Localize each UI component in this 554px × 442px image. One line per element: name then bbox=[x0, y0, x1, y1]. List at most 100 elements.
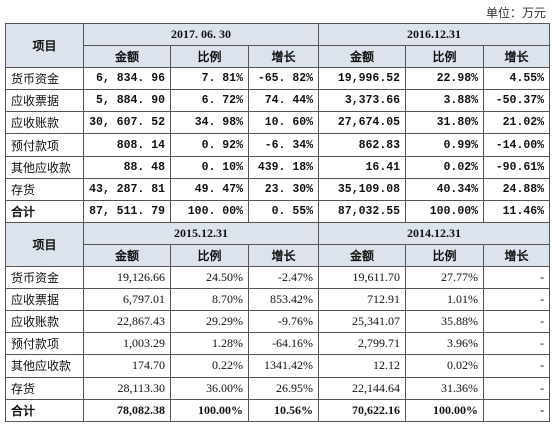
row-label: 预付款项 bbox=[5, 332, 84, 356]
row-label: 货币资金 bbox=[5, 67, 84, 91]
value-cell: 853.42% bbox=[247, 288, 320, 312]
column-header: 增长 bbox=[247, 243, 320, 268]
header-row: 项目 2015.12.31 2014.12.31 bbox=[5, 221, 551, 268]
value-cell: 87,032.55 bbox=[318, 199, 407, 223]
value-cell: 26.95% bbox=[247, 376, 320, 400]
value-cell: 12.12 bbox=[318, 354, 407, 378]
period-header: 2014.12.31 bbox=[318, 221, 551, 245]
data-row: 预付款项 1,003.29 1.28% -64.16% 2,799.71 3.96% - bbox=[5, 332, 551, 356]
row-label: 合计 bbox=[5, 398, 84, 422]
row-label: 合计 bbox=[5, 199, 84, 223]
value-cell: 8.70% bbox=[170, 288, 249, 312]
value-cell: - bbox=[483, 376, 551, 400]
value-cell: 40.34% bbox=[405, 177, 485, 201]
row-label: 应收账款 bbox=[5, 111, 84, 135]
value-cell: 10.56% bbox=[247, 398, 320, 422]
unit-label: 单位：万元 bbox=[485, 6, 546, 20]
value-cell: 22.98% bbox=[405, 67, 485, 91]
value-cell: 24.88% bbox=[483, 177, 551, 201]
value-cell: 87, 511. 79 bbox=[83, 199, 171, 223]
value-cell: 174.70 bbox=[83, 354, 171, 378]
column-header: 金额 bbox=[83, 243, 171, 268]
value-cell: 27.77% bbox=[405, 266, 485, 290]
data-row: 货币资金 6, 834. 96 7. 81% -65. 82% 19,996.52 22.… bbox=[5, 67, 551, 91]
value-cell: 0.02% bbox=[405, 155, 485, 179]
value-cell: 0.22% bbox=[170, 354, 249, 378]
column-header: 比例 bbox=[170, 243, 249, 268]
value-cell: 29.29% bbox=[170, 310, 249, 334]
value-cell: 23. 30% bbox=[247, 177, 320, 201]
value-cell: 100. 00% bbox=[170, 199, 249, 223]
value-cell: 28,113.30 bbox=[83, 376, 171, 400]
value-cell: 19,126.66 bbox=[83, 266, 171, 290]
value-cell: 88. 48 bbox=[83, 155, 171, 179]
value-cell: 1.01% bbox=[405, 288, 485, 312]
period-header: 2015.12.31 bbox=[82, 221, 320, 245]
period-header: 2017. 06. 30 bbox=[82, 22, 320, 47]
value-cell: 24.50% bbox=[170, 266, 249, 290]
value-cell: 1,003.29 bbox=[83, 332, 171, 356]
data-row: 应收账款 30, 607. 52 34. 98% 10. 60% 27,674.05 31… bbox=[5, 111, 551, 135]
data-row: 货币资金 19,126.66 24.50% -2.47% 19,611.70 27.77%… bbox=[5, 266, 551, 290]
value-cell: -50.37% bbox=[483, 89, 551, 113]
value-cell: 3.96% bbox=[405, 332, 485, 356]
column-header: 增长 bbox=[483, 243, 551, 268]
value-cell: 34. 98% bbox=[170, 111, 249, 135]
value-cell: 43, 287. 81 bbox=[83, 177, 171, 201]
value-cell: 712.91 bbox=[318, 288, 407, 312]
value-cell: 19,611.70 bbox=[318, 266, 407, 290]
value-cell: 1341.42% bbox=[247, 354, 320, 378]
table-section: 项目 2017. 06. 30 2016.12.31 金额 比例 增长 金额 比例 增长 货币资金… bbox=[5, 22, 551, 223]
value-cell: 6. 72% bbox=[170, 89, 249, 113]
column-header: 比例 bbox=[405, 243, 485, 268]
value-cell: 31.36% bbox=[405, 376, 485, 400]
value-cell: 11.46% bbox=[483, 199, 551, 223]
column-header: 比例 bbox=[170, 45, 249, 69]
table-section: 项目 2015.12.31 2014.12.31 金额 比例 增长 金额 比例 增长 货币资金 19… bbox=[5, 221, 551, 422]
value-cell: 27,674.05 bbox=[318, 111, 407, 135]
data-row: 存货 43, 287. 81 49. 47% 23. 30% 35,109.08 40.3… bbox=[5, 177, 551, 201]
column-header: 增长 bbox=[483, 45, 551, 69]
subheader-row: 金额 比例 增长 金额 比例 增长 bbox=[6, 243, 551, 268]
value-cell: - bbox=[483, 310, 551, 334]
item-header: 项目 bbox=[5, 22, 84, 69]
value-cell: 0. 92% bbox=[170, 133, 249, 157]
value-cell: 22,867.43 bbox=[83, 310, 171, 334]
value-cell: 10. 60% bbox=[247, 111, 320, 135]
value-cell: 78,082.38 bbox=[83, 398, 171, 422]
value-cell: 7. 81% bbox=[170, 67, 249, 91]
value-cell: 0. 55% bbox=[247, 199, 320, 223]
value-cell: 100.00% bbox=[405, 398, 485, 422]
data-row: 应收账款 22,867.43 29.29% -9.76% 25,341.07 35.88%… bbox=[5, 310, 551, 334]
value-cell: 35,109.08 bbox=[318, 177, 407, 201]
value-cell: 0.99% bbox=[405, 133, 485, 157]
value-cell: 808. 14 bbox=[83, 133, 171, 157]
value-cell: 439. 18% bbox=[247, 155, 320, 179]
value-cell: - bbox=[483, 354, 551, 378]
row-label: 其他应收款 bbox=[5, 354, 84, 378]
value-cell: - bbox=[483, 332, 551, 356]
value-cell: 3,373.66 bbox=[318, 89, 407, 113]
value-cell: 1.28% bbox=[170, 332, 249, 356]
data-row: 应收票据 5, 884. 90 6. 72% 74. 44% 3,373.66 3.88%… bbox=[5, 89, 551, 113]
header-row: 项目 2017. 06. 30 2016.12.31 bbox=[5, 22, 551, 69]
value-cell: 19,996.52 bbox=[318, 67, 407, 91]
row-label: 存货 bbox=[5, 376, 84, 400]
value-cell: 21.02% bbox=[483, 111, 551, 135]
value-cell: 0.02% bbox=[405, 354, 485, 378]
value-cell: 49. 47% bbox=[170, 177, 249, 201]
row-label: 货币资金 bbox=[5, 266, 84, 290]
value-cell: -90.61% bbox=[483, 155, 551, 179]
row-label: 应收票据 bbox=[5, 288, 84, 312]
value-cell: 70,622.16 bbox=[318, 398, 407, 422]
value-cell: 35.88% bbox=[405, 310, 485, 334]
data-row: 存货 28,113.30 36.00% 26.95% 22,144.64 31.36% - bbox=[5, 376, 551, 400]
data-row: 应收票据 6,797.01 8.70% 853.42% 712.91 1.01% - bbox=[5, 288, 551, 312]
value-cell: -6. 34% bbox=[247, 133, 320, 157]
value-cell: 22,144.64 bbox=[318, 376, 407, 400]
column-header: 金额 bbox=[318, 243, 407, 268]
value-cell: 5, 884. 90 bbox=[83, 89, 171, 113]
value-cell: 74. 44% bbox=[247, 89, 320, 113]
value-cell: 862.83 bbox=[318, 133, 407, 157]
